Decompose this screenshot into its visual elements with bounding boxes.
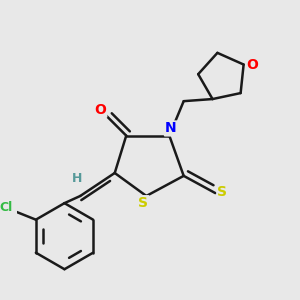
- Text: S: S: [139, 196, 148, 210]
- Text: Cl: Cl: [0, 201, 13, 214]
- Text: S: S: [218, 185, 227, 199]
- Text: O: O: [246, 58, 258, 71]
- Text: N: N: [165, 122, 177, 136]
- Text: H: H: [72, 172, 82, 185]
- Text: O: O: [94, 103, 106, 117]
